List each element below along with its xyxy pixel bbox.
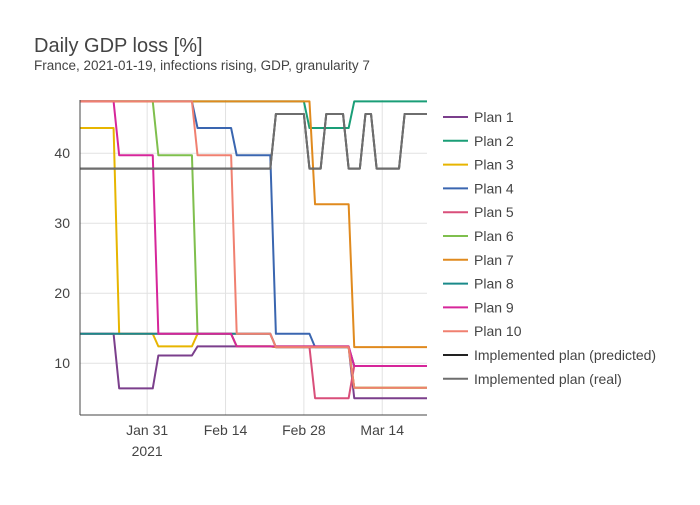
axes: Jan 31 2021 Feb 14 Feb 28 Mar 14 10 20 30 40 <box>54 100 427 459</box>
legend-label: Plan 1 <box>474 109 514 125</box>
legend-item-plan-5[interactable]: Plan 5 <box>443 204 514 220</box>
legend-item-plan-1[interactable]: Plan 1 <box>443 109 514 125</box>
legend-item-implemented-plan-predicted[interactable]: Implemented plan (predicted) <box>443 347 656 363</box>
series-line-plan-2 <box>80 100 427 129</box>
legend: Plan 1 Plan 2 Plan 3 Plan 4 Plan 5 Plan 6 Plan… <box>443 109 656 387</box>
legend-label: Plan 7 <box>474 252 514 268</box>
legend-item-implemented-plan-real[interactable]: Implemented plan (real) <box>443 371 622 387</box>
series-line-plan-10 <box>80 100 427 389</box>
legend-item-plan-4[interactable]: Plan 4 <box>443 180 514 196</box>
legend-item-plan-8[interactable]: Plan 8 <box>443 276 514 292</box>
legend-label: Plan 10 <box>474 323 522 339</box>
chart-title: Daily GDP loss [%] <box>34 35 203 57</box>
series-line-plan-4 <box>80 100 427 367</box>
legend-label: Plan 5 <box>474 204 514 220</box>
series-line-plan-8 <box>80 332 427 367</box>
series-line-plan-7 <box>80 100 427 349</box>
legend-label: Plan 3 <box>474 157 514 173</box>
series-line-plan-9 <box>80 100 427 367</box>
grid-lines <box>80 100 427 415</box>
legend-label: Plan 9 <box>474 299 514 315</box>
y-tick-label: 20 <box>54 285 70 301</box>
series-line-plan-3 <box>80 127 427 389</box>
legend-item-plan-6[interactable]: Plan 6 <box>443 228 514 244</box>
x-tick-label: Feb 14 <box>204 422 248 438</box>
legend-label: Plan 6 <box>474 228 514 244</box>
legend-item-plan-3[interactable]: Plan 3 <box>443 157 514 173</box>
legend-label: Plan 4 <box>474 180 514 196</box>
x-tick-sublabel: 2021 <box>132 443 163 459</box>
plot-area: Jan 31 2021 Feb 14 Feb 28 Mar 14 10 20 30 40 <box>54 100 427 459</box>
legend-item-plan-7[interactable]: Plan 7 <box>443 252 514 268</box>
chart-subtitle: France, 2021-01-19, infections rising, G… <box>34 58 370 73</box>
legend-label: Plan 8 <box>474 276 514 292</box>
series-lines <box>80 100 427 400</box>
legend-item-plan-9[interactable]: Plan 9 <box>443 299 514 315</box>
legend-label: Implemented plan (real) <box>474 371 622 387</box>
legend-label: Implemented plan (predicted) <box>474 347 656 363</box>
y-tick-label: 30 <box>54 215 70 231</box>
y-tick-label: 40 <box>54 145 70 161</box>
y-tick-label: 10 <box>54 355 70 371</box>
legend-item-plan-10[interactable]: Plan 10 <box>443 323 522 339</box>
x-tick-label: Feb 28 <box>282 422 326 438</box>
legend-item-plan-2[interactable]: Plan 2 <box>443 133 514 149</box>
series-line-implemented-plan-real <box>80 113 427 170</box>
legend-label: Plan 2 <box>474 133 514 149</box>
x-tick-label: Jan 31 <box>126 422 168 438</box>
x-tick-label: Mar 14 <box>360 422 404 438</box>
